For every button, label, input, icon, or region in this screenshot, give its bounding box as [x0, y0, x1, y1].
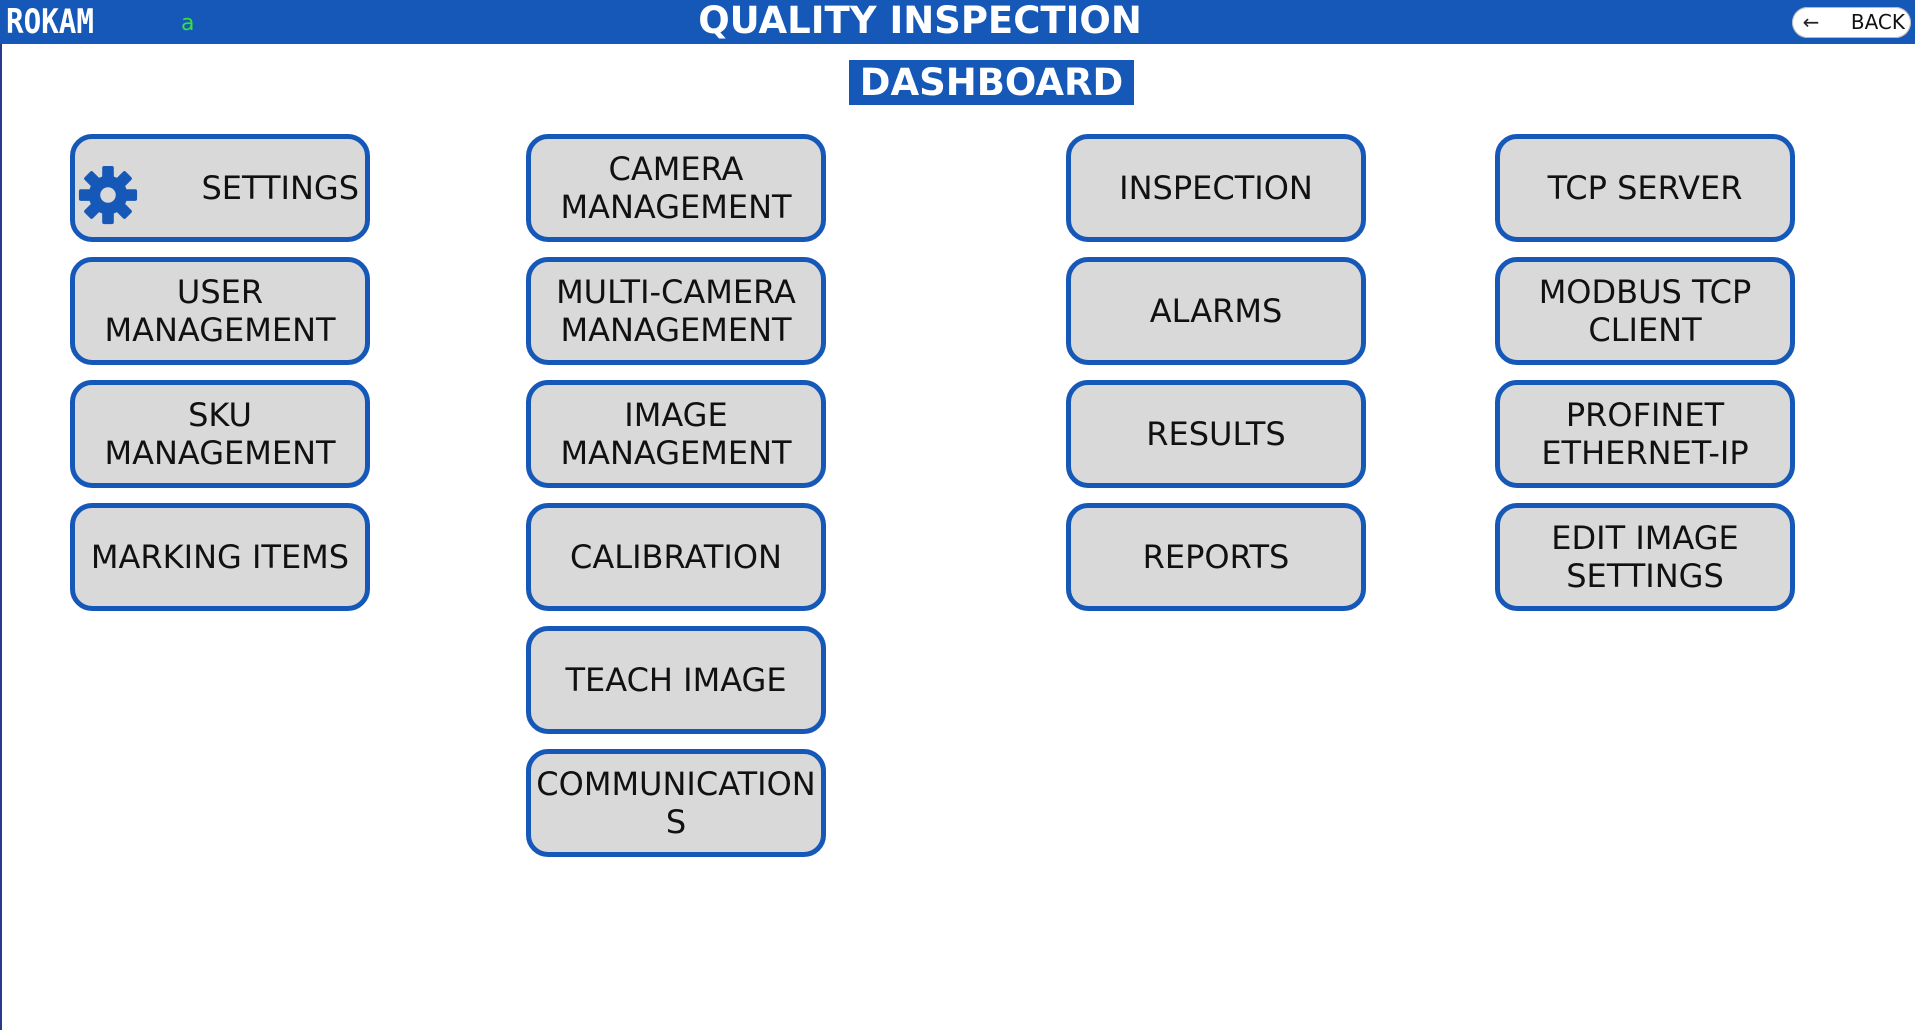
sku-management-button[interactable]: SKU MANAGEMENT: [70, 380, 370, 488]
tcp-server-label: TCP SERVER: [1547, 169, 1743, 207]
multi-camera-management-label: MULTI-CAMERA MANAGEMENT: [556, 273, 796, 349]
multi-camera-management-button[interactable]: MULTI-CAMERA MANAGEMENT: [526, 257, 826, 365]
settings-button[interactable]: SETTINGS: [70, 134, 370, 242]
back-button[interactable]: ← BACK: [1792, 7, 1911, 38]
communications-button[interactable]: COMMUNICATIONS: [526, 749, 826, 857]
page-title: DASHBOARD: [849, 60, 1134, 105]
image-management-label: IMAGE MANAGEMENT: [560, 396, 792, 472]
inspection-label: INSPECTION: [1119, 169, 1313, 207]
edit-image-settings-label: EDIT IMAGE SETTINGS: [1551, 519, 1739, 595]
current-user: a: [181, 11, 195, 36]
communications-label: COMMUNICATIONS: [536, 765, 816, 841]
calibration-button[interactable]: CALIBRATION: [526, 503, 826, 611]
brand-logo: ROKAM: [6, 2, 95, 42]
reports-label: REPORTS: [1142, 538, 1290, 576]
teach-image-label: TEACH IMAGE: [565, 661, 787, 699]
edit-image-settings-button[interactable]: EDIT IMAGE SETTINGS: [1495, 503, 1795, 611]
sku-management-label: SKU MANAGEMENT: [104, 396, 336, 472]
image-management-button[interactable]: IMAGE MANAGEMENT: [526, 380, 826, 488]
title-bar: ROKAM a QUALITY INSPECTION ← BACK: [0, 0, 1915, 44]
window-left-border: [0, 44, 2, 1030]
profinet-ethernet-ip-button[interactable]: PROFINET ETHERNET-IP: [1495, 380, 1795, 488]
arrow-left-icon: ←: [1802, 10, 1820, 34]
marking-items-button[interactable]: MARKING ITEMS: [70, 503, 370, 611]
calibration-label: CALIBRATION: [570, 538, 782, 576]
tcp-server-button[interactable]: TCP SERVER: [1495, 134, 1795, 242]
inspection-button[interactable]: INSPECTION: [1066, 134, 1366, 242]
settings-label: SETTINGS: [201, 169, 359, 207]
teach-image-button[interactable]: TEACH IMAGE: [526, 626, 826, 734]
alarms-button[interactable]: ALARMS: [1066, 257, 1366, 365]
results-button[interactable]: RESULTS: [1066, 380, 1366, 488]
app-title: QUALITY INSPECTION: [698, 0, 1142, 42]
marking-items-label: MARKING ITEMS: [90, 538, 350, 576]
user-management-button[interactable]: USER MANAGEMENT: [70, 257, 370, 365]
camera-management-label: CAMERA MANAGEMENT: [560, 150, 792, 226]
profinet-ethernet-ip-label: PROFINET ETHERNET-IP: [1541, 396, 1749, 472]
back-label: BACK: [1850, 10, 1905, 34]
user-management-label: USER MANAGEMENT: [104, 273, 336, 349]
reports-button[interactable]: REPORTS: [1066, 503, 1366, 611]
camera-management-button[interactable]: CAMERA MANAGEMENT: [526, 134, 826, 242]
modbus-tcp-client-label: MODBUS TCP CLIENT: [1538, 273, 1752, 349]
results-label: RESULTS: [1146, 415, 1286, 453]
alarms-label: ALARMS: [1149, 292, 1283, 330]
modbus-tcp-client-button[interactable]: MODBUS TCP CLIENT: [1495, 257, 1795, 365]
gear-icon: [78, 165, 138, 225]
